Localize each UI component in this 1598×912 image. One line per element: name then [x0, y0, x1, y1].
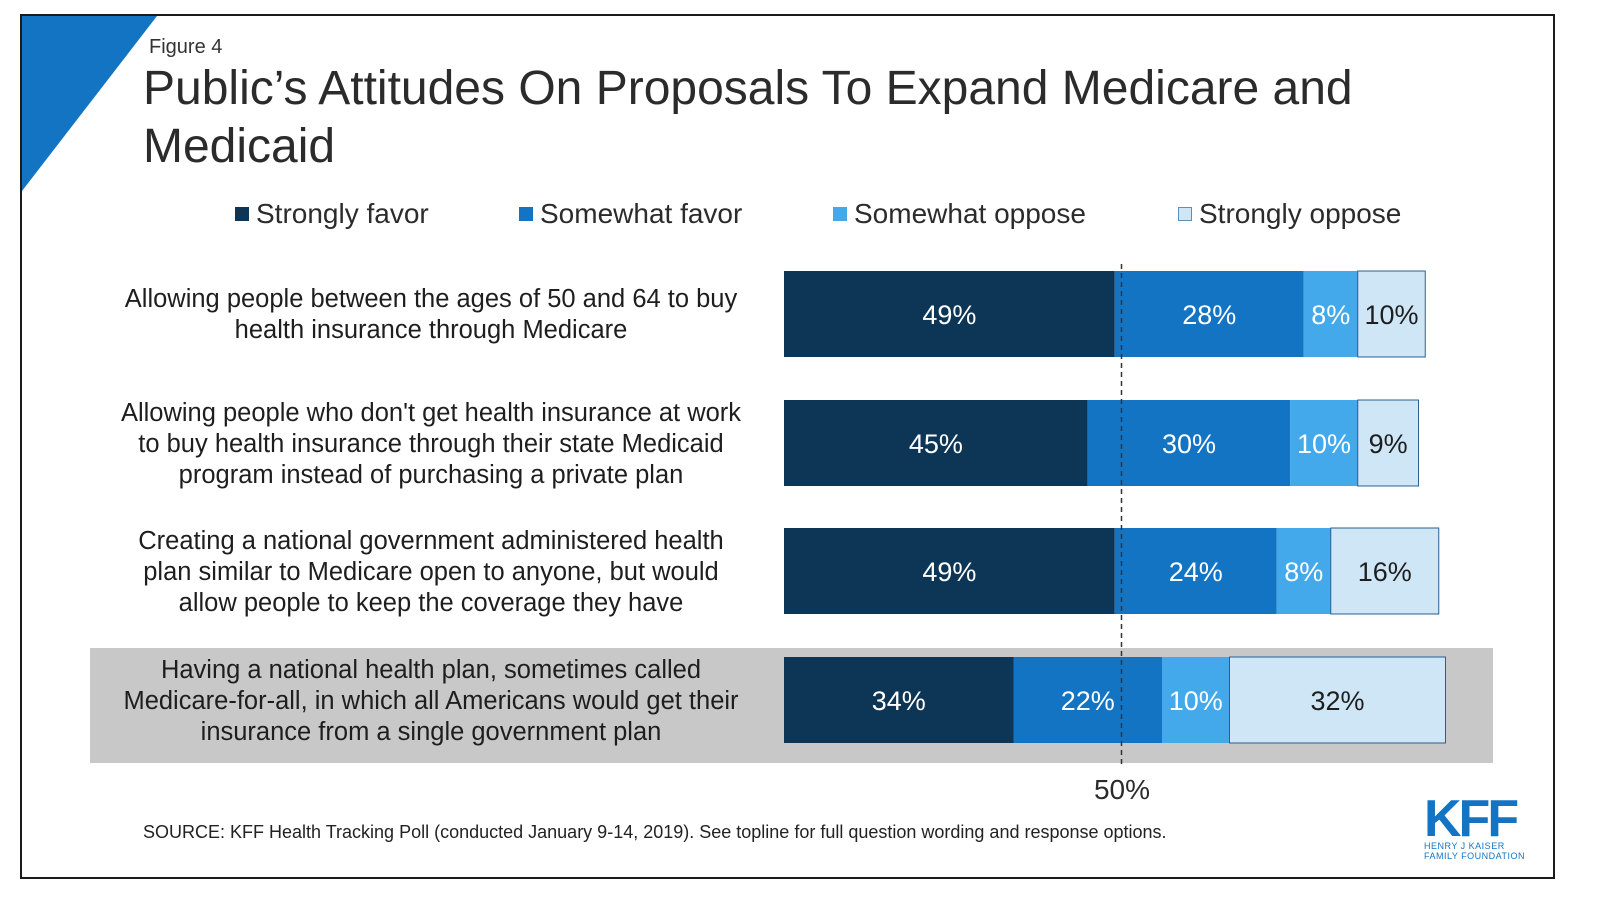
bar-segment-strongly-favor [784, 528, 1115, 614]
bar-value-label: 8% [1284, 557, 1323, 587]
row-label-3: Creating a national government administe… [100, 526, 762, 619]
bar-segment-strongly-oppose [1229, 656, 1446, 744]
bar-segment-somewhat-oppose [1162, 657, 1230, 743]
bar-value-label: 10% [1364, 300, 1418, 330]
row-label-line: Allowing people between the ages of 50 a… [124, 285, 738, 313]
bar-segment-somewhat-oppose [1276, 528, 1331, 614]
row-label-line: to buy health insurance through their st… [138, 430, 724, 458]
bar-value-label: 10% [1297, 429, 1351, 459]
row-label-line: Having a national health plan, sometimes… [160, 656, 702, 684]
bar-segment-somewhat-favor [1114, 528, 1277, 614]
bar-segment-strongly-oppose [1330, 527, 1440, 615]
legend: Strongly favor Somewhat favor Somewhat o… [22, 198, 1553, 234]
source-note: SOURCE: KFF Health Tracking Poll (conduc… [143, 822, 1167, 842]
bar-value-label: 10% [1169, 686, 1223, 716]
bar-value-label: 34% [872, 686, 926, 716]
legend-label: Strongly favor [256, 198, 429, 229]
stacked-bar-chart: 49% 28% 8% 10% 45% 30% 10% 9% 49% 24% 8% 16% 34% 22% 1… [784, 264, 1446, 768]
fifty-percent-label: 50% [1093, 774, 1151, 805]
row-label-2: Allowing people who don't get health ins… [100, 398, 762, 491]
row-label-line: Allowing people who don't get health ins… [120, 399, 742, 427]
bar-value-label: 49% [922, 300, 976, 330]
bar-segment-somewhat-favor [1013, 657, 1162, 743]
bar-segment-strongly-favor [784, 271, 1115, 357]
bar-value-label: 9% [1369, 429, 1408, 459]
bar-value-label: 32% [1310, 686, 1364, 716]
logo-wordmark: KFF [1424, 790, 1519, 848]
legend-label: Strongly oppose [1199, 198, 1402, 229]
bar-value-label: 30% [1162, 429, 1216, 459]
row-label-line: health insurance through Medicare [234, 316, 628, 344]
logo-subline: HENRY J KAISER [1424, 841, 1505, 851]
figure-label: Figure 4 [149, 36, 223, 58]
row-label-line: Creating a national government administe… [138, 527, 724, 555]
legend-label: Somewhat oppose [854, 198, 1086, 229]
legend-swatch [519, 207, 533, 221]
bar-segment-somewhat-oppose [1303, 271, 1358, 357]
row-label-4: Having a national health plan, sometimes… [100, 655, 762, 748]
row-label-line: insurance from a single government plan [200, 718, 662, 746]
chart-title: Public’s Attitudes On Proposals To Expan… [143, 62, 1353, 173]
bar-segment-strongly-favor [784, 400, 1088, 486]
bar-value-label: 8% [1311, 300, 1350, 330]
kff-logo: KFF HENRY J KAISER FAMILY FOUNDATION [1424, 790, 1534, 861]
bar-segment-strongly-favor [784, 657, 1014, 743]
legend-item-somewhat-favor: Somewhat favor [519, 198, 742, 230]
bar-value-label: 16% [1358, 557, 1412, 587]
logo-subline: FAMILY FOUNDATION [1424, 851, 1526, 861]
bar-segment-somewhat-oppose [1290, 400, 1358, 486]
row-label-line: Medicare-for-all, in which all Americans… [123, 687, 739, 715]
bar-segment-strongly-oppose [1357, 270, 1426, 358]
row-label-line: allow people to keep the coverage they h… [178, 589, 684, 617]
slide-frame: Figure 4 Public’s Attitudes On Proposals… [20, 14, 1555, 879]
corner-accent-triangle [22, 16, 157, 191]
bar-value-label: 28% [1182, 300, 1236, 330]
legend-swatch [833, 207, 847, 221]
bar-value-label: 24% [1169, 557, 1223, 587]
bar-segment-somewhat-favor [1114, 271, 1304, 357]
row-label-1: Allowing people between the ages of 50 a… [100, 284, 762, 346]
bar-segment-strongly-oppose [1357, 399, 1419, 487]
legend-label: Somewhat favor [540, 198, 743, 229]
legend-item-strongly-favor: Strongly favor [235, 198, 429, 230]
legend-item-strongly-oppose: Strongly oppose [1178, 198, 1401, 230]
legend-swatch [1178, 207, 1192, 221]
row-label-line: program instead of purchasing a private … [178, 461, 684, 489]
bar-value-label: 49% [922, 557, 976, 587]
row-label-line: plan similar to Medicare open to anyone,… [143, 558, 719, 586]
legend-swatch [235, 207, 249, 221]
bar-value-label: 22% [1061, 686, 1115, 716]
legend-item-somewhat-oppose: Somewhat oppose [833, 198, 1086, 230]
bar-value-label: 45% [909, 429, 963, 459]
